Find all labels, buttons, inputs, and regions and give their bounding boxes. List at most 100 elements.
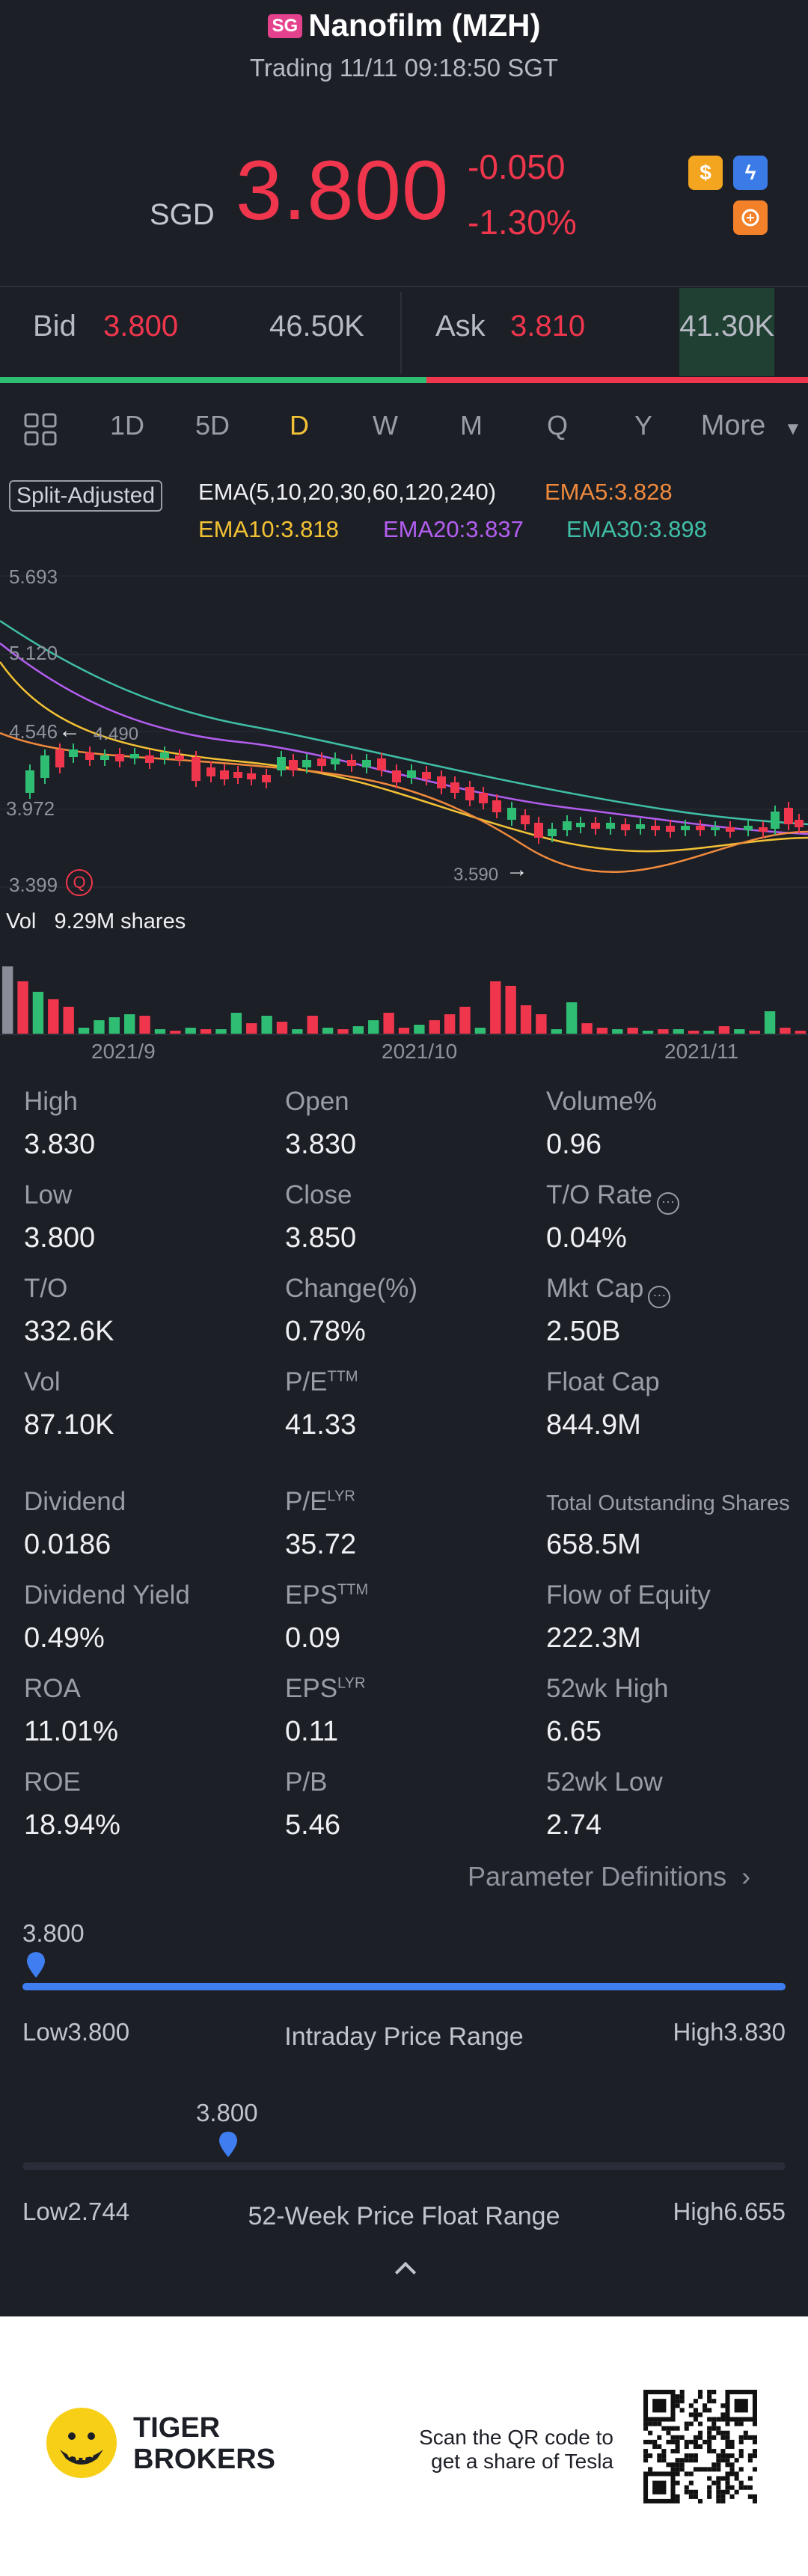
stat-label-text: Dividend Yield	[24, 1580, 190, 1610]
candle-body	[479, 793, 488, 803]
qr-module	[675, 2426, 680, 2431]
stat-value: 0.96	[546, 1129, 602, 1160]
qr-module	[716, 2467, 721, 2472]
intraday-current: 3.800	[22, 1919, 85, 1947]
parameter-definitions-link[interactable]: Parameter Definitions ›	[468, 1861, 751, 1892]
ema30-value: EMA30:3.898	[566, 516, 707, 542]
qr-module	[738, 2421, 744, 2426]
intraday-range-track	[22, 1983, 786, 1990]
volume-bar	[246, 1023, 257, 1034]
more-dropdown-icon[interactable]: ▼	[784, 419, 802, 439]
stat-label: Mkt Cap ⋯	[546, 1274, 671, 1308]
ask-label: Ask	[435, 310, 486, 343]
qr-module	[743, 2435, 748, 2440]
qr-module	[679, 2399, 685, 2404]
collapse-chevron-icon[interactable]	[394, 2261, 417, 2284]
tab-d[interactable]: D	[290, 410, 309, 441]
qr-module	[688, 2403, 694, 2408]
volume-bar	[32, 992, 44, 1034]
candle-body	[160, 752, 169, 758]
dollar-icon[interactable]: $	[688, 156, 723, 190]
price-chart[interactable]	[0, 553, 808, 905]
stat-label: Dividend Yield	[24, 1580, 190, 1610]
qr-module	[716, 2426, 721, 2431]
qr-module	[675, 2498, 680, 2503]
qr-module	[688, 2494, 694, 2499]
tab-5d[interactable]: 5D	[195, 410, 230, 441]
ema-params[interactable]: EMA(5,10,20,30,60,120,240)	[198, 479, 497, 505]
qr-module	[643, 2426, 649, 2431]
qr-module	[666, 2426, 671, 2431]
brand-name: TIGER BROKERS	[133, 2412, 276, 2475]
volume-bar	[322, 1028, 334, 1034]
qr-module	[707, 2426, 712, 2431]
query-icon[interactable]: Q	[66, 869, 93, 896]
qr-module	[666, 2439, 671, 2444]
qr-module	[679, 2458, 685, 2463]
stat-label: P/ETTM	[285, 1367, 358, 1397]
qr-module	[666, 2430, 671, 2435]
volume-bar	[474, 1028, 486, 1034]
stat-value: 41.33	[285, 1409, 357, 1441]
volume-bar	[764, 1011, 776, 1034]
candle-body	[347, 760, 356, 766]
volume-bar	[230, 1013, 242, 1034]
stat-label-text: Mkt Cap	[546, 1274, 644, 1303]
qr-module	[707, 2390, 712, 2395]
volume-bar	[352, 1026, 364, 1034]
candle-body	[548, 829, 557, 836]
qr-module	[688, 2458, 694, 2463]
qr-module	[652, 2421, 658, 2426]
qr-module	[693, 2467, 698, 2472]
qr-module	[684, 2439, 689, 2444]
ask-volume: 41.30K	[679, 310, 774, 343]
bid-strength-bar	[0, 377, 426, 383]
candle-body	[521, 815, 530, 824]
tab-more[interactable]: More	[700, 410, 766, 441]
candle-body	[377, 758, 386, 770]
ema-line	[0, 661, 808, 853]
qr-module	[693, 2399, 698, 2404]
qr-module	[716, 2462, 721, 2468]
volume-bar	[94, 1020, 105, 1034]
layout-grid-icon[interactable]	[22, 411, 58, 447]
tab-w[interactable]: W	[373, 410, 398, 441]
tab-m[interactable]: M	[460, 410, 483, 441]
volume-bar	[215, 1029, 227, 1034]
qr-module	[675, 2471, 680, 2477]
qr-module	[725, 2476, 730, 2481]
week52-range-track	[22, 2162, 786, 2170]
lightning-icon[interactable]: ϟ	[733, 156, 768, 190]
qr-module	[675, 2444, 680, 2450]
qr-module	[734, 2421, 739, 2426]
volume-chart[interactable]	[0, 939, 808, 1034]
qr-module	[697, 2467, 703, 2472]
qr-module	[684, 2426, 689, 2431]
stock-title: SG Nanofilm (MZH)	[0, 7, 808, 43]
split-adjusted-button[interactable]: Split-Adjusted	[9, 480, 163, 512]
candle-body	[492, 800, 501, 812]
stat-value: 222.3M	[546, 1622, 641, 1654]
qr-module	[657, 2453, 662, 2459]
volume-bar	[429, 1020, 440, 1034]
intraday-marker-icon	[27, 1952, 45, 1978]
tab-q[interactable]: Q	[546, 410, 568, 441]
qr-module	[670, 2462, 676, 2468]
qr-module	[693, 2412, 698, 2417]
stat-label: P/B	[285, 1767, 327, 1797]
tab-y[interactable]: Y	[634, 410, 652, 441]
qr-module	[747, 2453, 753, 2459]
qr-module	[693, 2444, 698, 2450]
volume-bar	[581, 1023, 593, 1034]
x-tick-label: 2021/10	[382, 1040, 458, 1063]
volume-bar	[154, 1029, 166, 1034]
tab-1d[interactable]: 1D	[109, 410, 145, 441]
candle-body	[450, 782, 459, 793]
brain-icon[interactable]	[733, 200, 768, 235]
more-info-icon[interactable]: ⋯	[656, 1192, 679, 1215]
qr-module	[729, 2453, 735, 2459]
more-info-icon[interactable]: ⋯	[648, 1286, 671, 1308]
stat-label-text: Vol	[24, 1367, 61, 1396]
qr-module	[729, 2467, 735, 2472]
currency-label: SGD	[150, 198, 215, 231]
